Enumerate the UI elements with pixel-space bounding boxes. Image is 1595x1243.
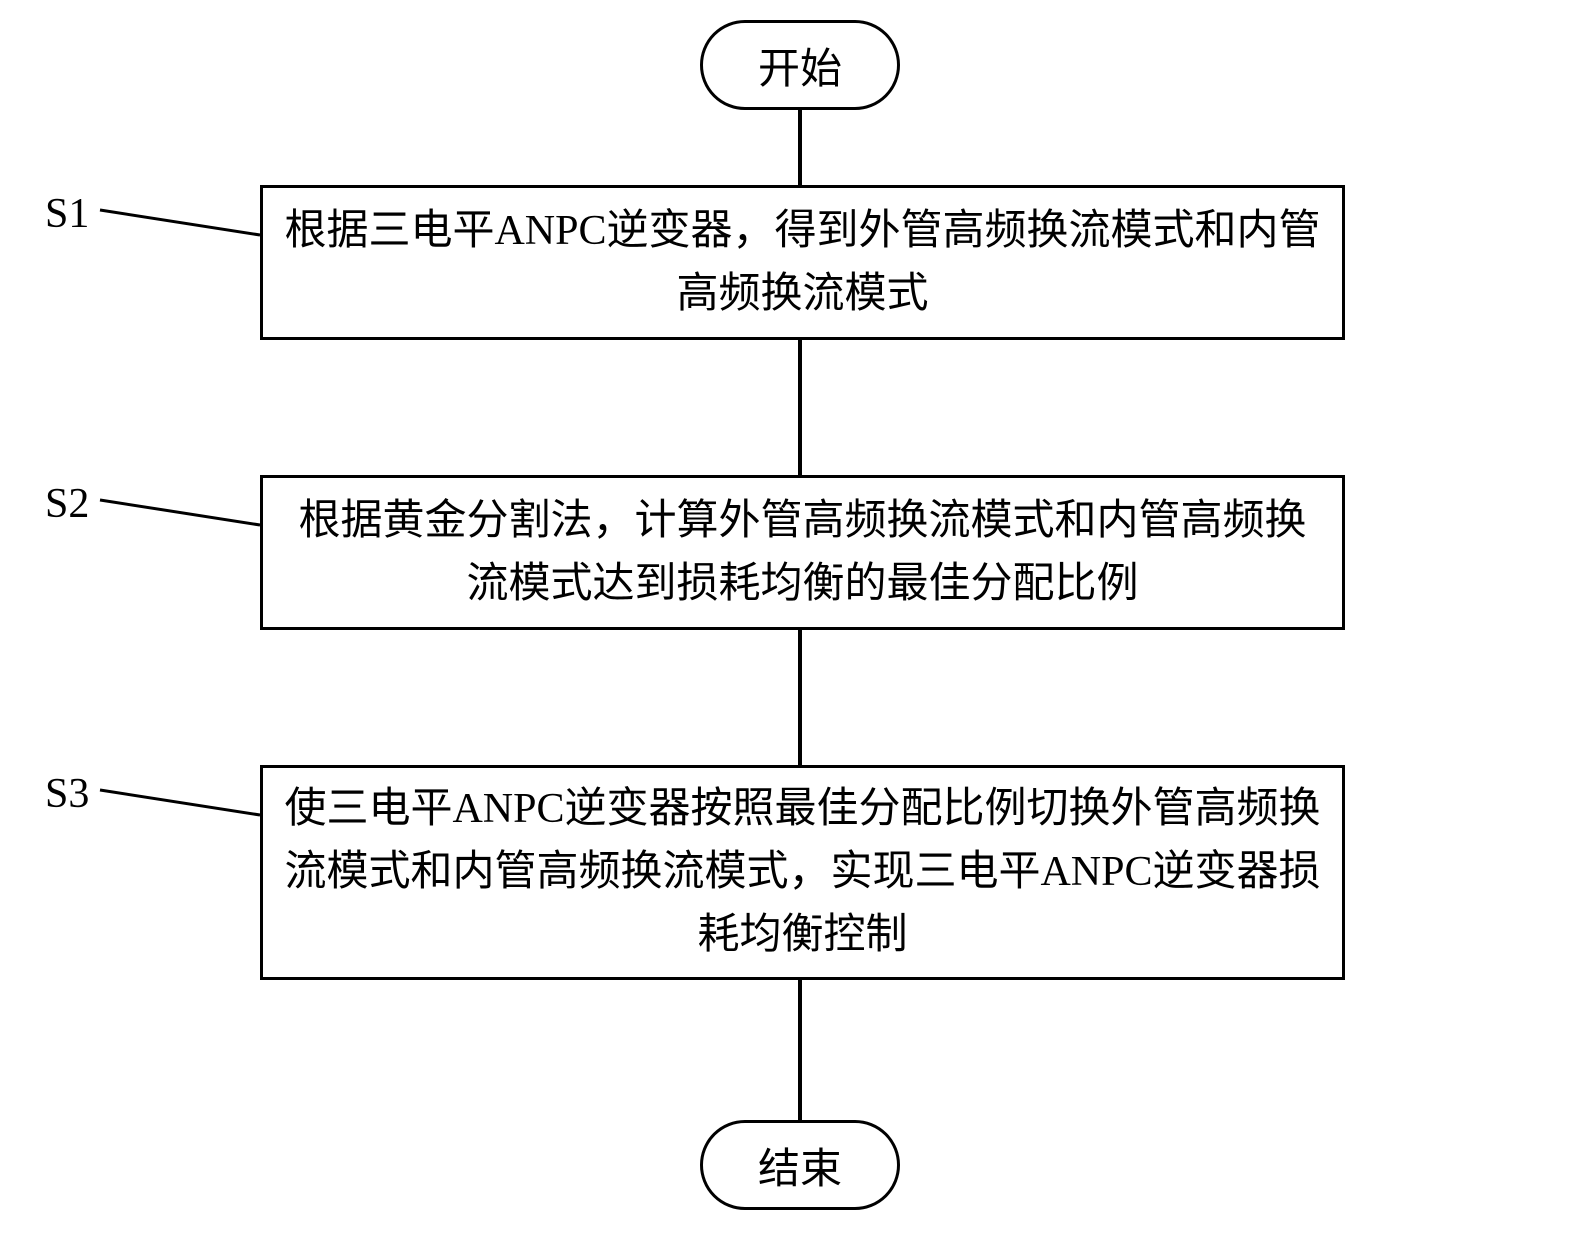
connector-s2-s3 bbox=[798, 630, 802, 765]
label-line-s3 bbox=[100, 785, 265, 820]
step-label-s3-text: S3 bbox=[45, 771, 89, 817]
start-label: 开始 bbox=[758, 35, 842, 96]
process-s2-text: 根据黄金分割法，计算外管高频换流模式和内管高频换流模式达到损耗均衡的最佳分配比例 bbox=[283, 490, 1322, 616]
end-node: 结束 bbox=[700, 1120, 900, 1210]
step-label-s1: S1 bbox=[45, 190, 89, 238]
start-node: 开始 bbox=[700, 20, 900, 110]
connector-s1-s2 bbox=[798, 340, 802, 475]
step-label-s2-text: S2 bbox=[45, 481, 89, 527]
step-label-s2: S2 bbox=[45, 480, 89, 528]
step-label-s1-text: S1 bbox=[45, 191, 89, 237]
process-s3: 使三电平ANPC逆变器按照最佳分配比例切换外管高频换流模式和内管高频换流模式，实… bbox=[260, 765, 1345, 980]
step-label-s3: S3 bbox=[45, 770, 89, 818]
connector-s3-end bbox=[798, 980, 802, 1120]
process-s1-text: 根据三电平ANPC逆变器，得到外管高频换流模式和内管高频换流模式 bbox=[283, 200, 1322, 326]
connector-start-s1 bbox=[798, 110, 802, 185]
process-s2: 根据黄金分割法，计算外管高频换流模式和内管高频换流模式达到损耗均衡的最佳分配比例 bbox=[260, 475, 1345, 630]
process-s3-text: 使三电平ANPC逆变器按照最佳分配比例切换外管高频换流模式和内管高频换流模式，实… bbox=[283, 778, 1322, 967]
label-line-s1 bbox=[100, 205, 265, 240]
process-s1: 根据三电平ANPC逆变器，得到外管高频换流模式和内管高频换流模式 bbox=[260, 185, 1345, 340]
end-label: 结束 bbox=[758, 1135, 842, 1196]
label-line-s2 bbox=[100, 495, 265, 530]
flowchart-container: 开始 根据三电平ANPC逆变器，得到外管高频换流模式和内管高频换流模式 S1 根… bbox=[0, 0, 1595, 1243]
